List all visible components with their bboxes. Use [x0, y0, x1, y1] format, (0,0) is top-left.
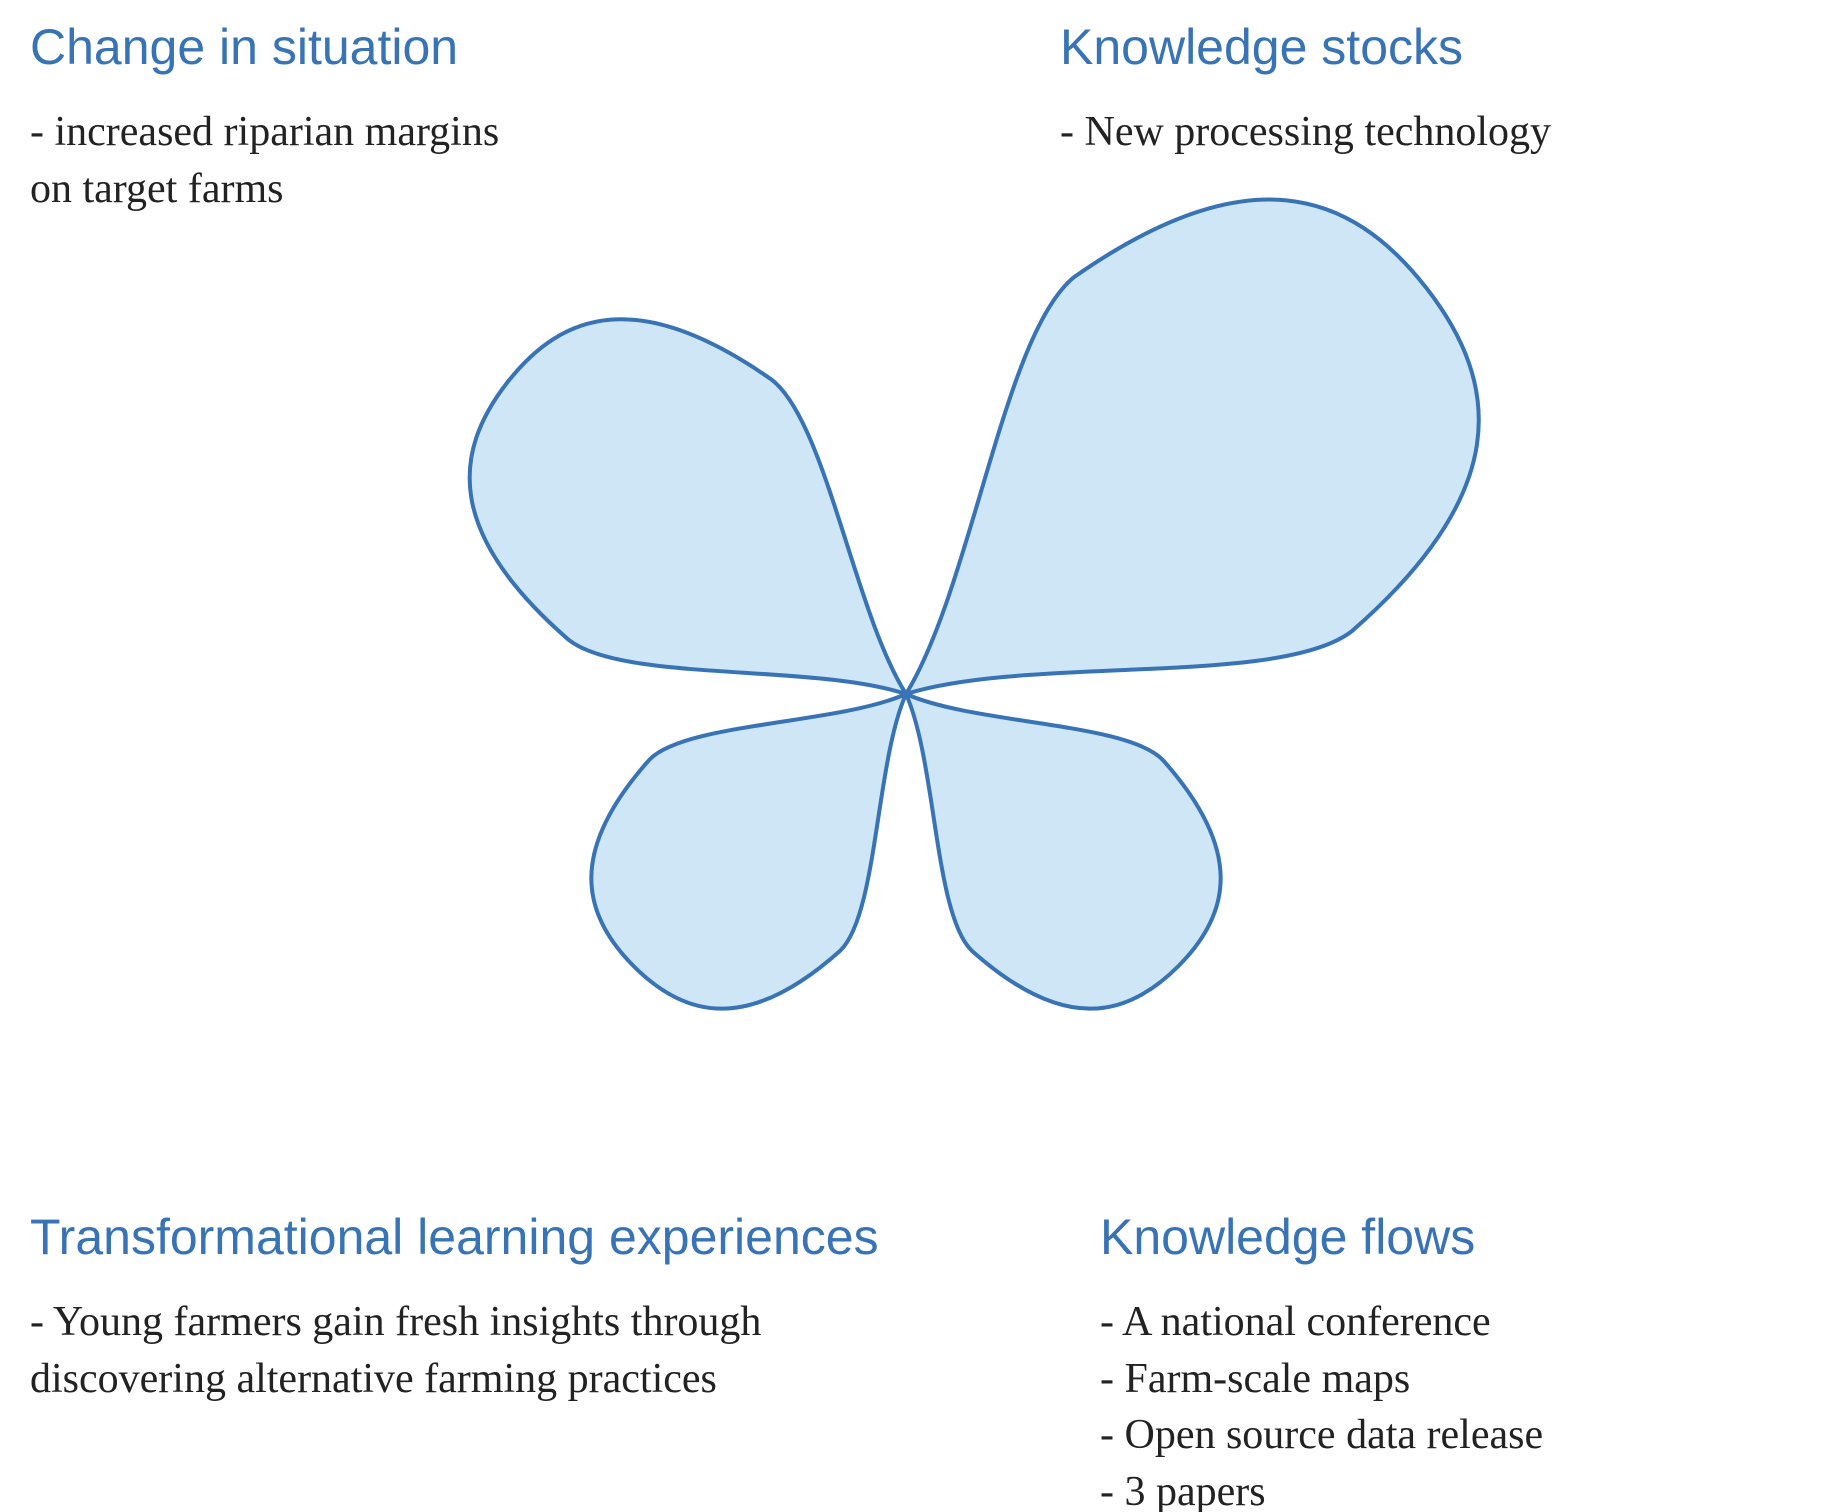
- petal-diagram: [0, 0, 1826, 1512]
- petal-bottom-right: [906, 200, 1479, 694]
- petal-top-right: [906, 694, 1221, 1009]
- petal-bottom-left: [470, 319, 906, 694]
- diagram-canvas: Change in situation Knowledge stocks Tra…: [0, 0, 1826, 1512]
- petal-top-left: [591, 694, 906, 1009]
